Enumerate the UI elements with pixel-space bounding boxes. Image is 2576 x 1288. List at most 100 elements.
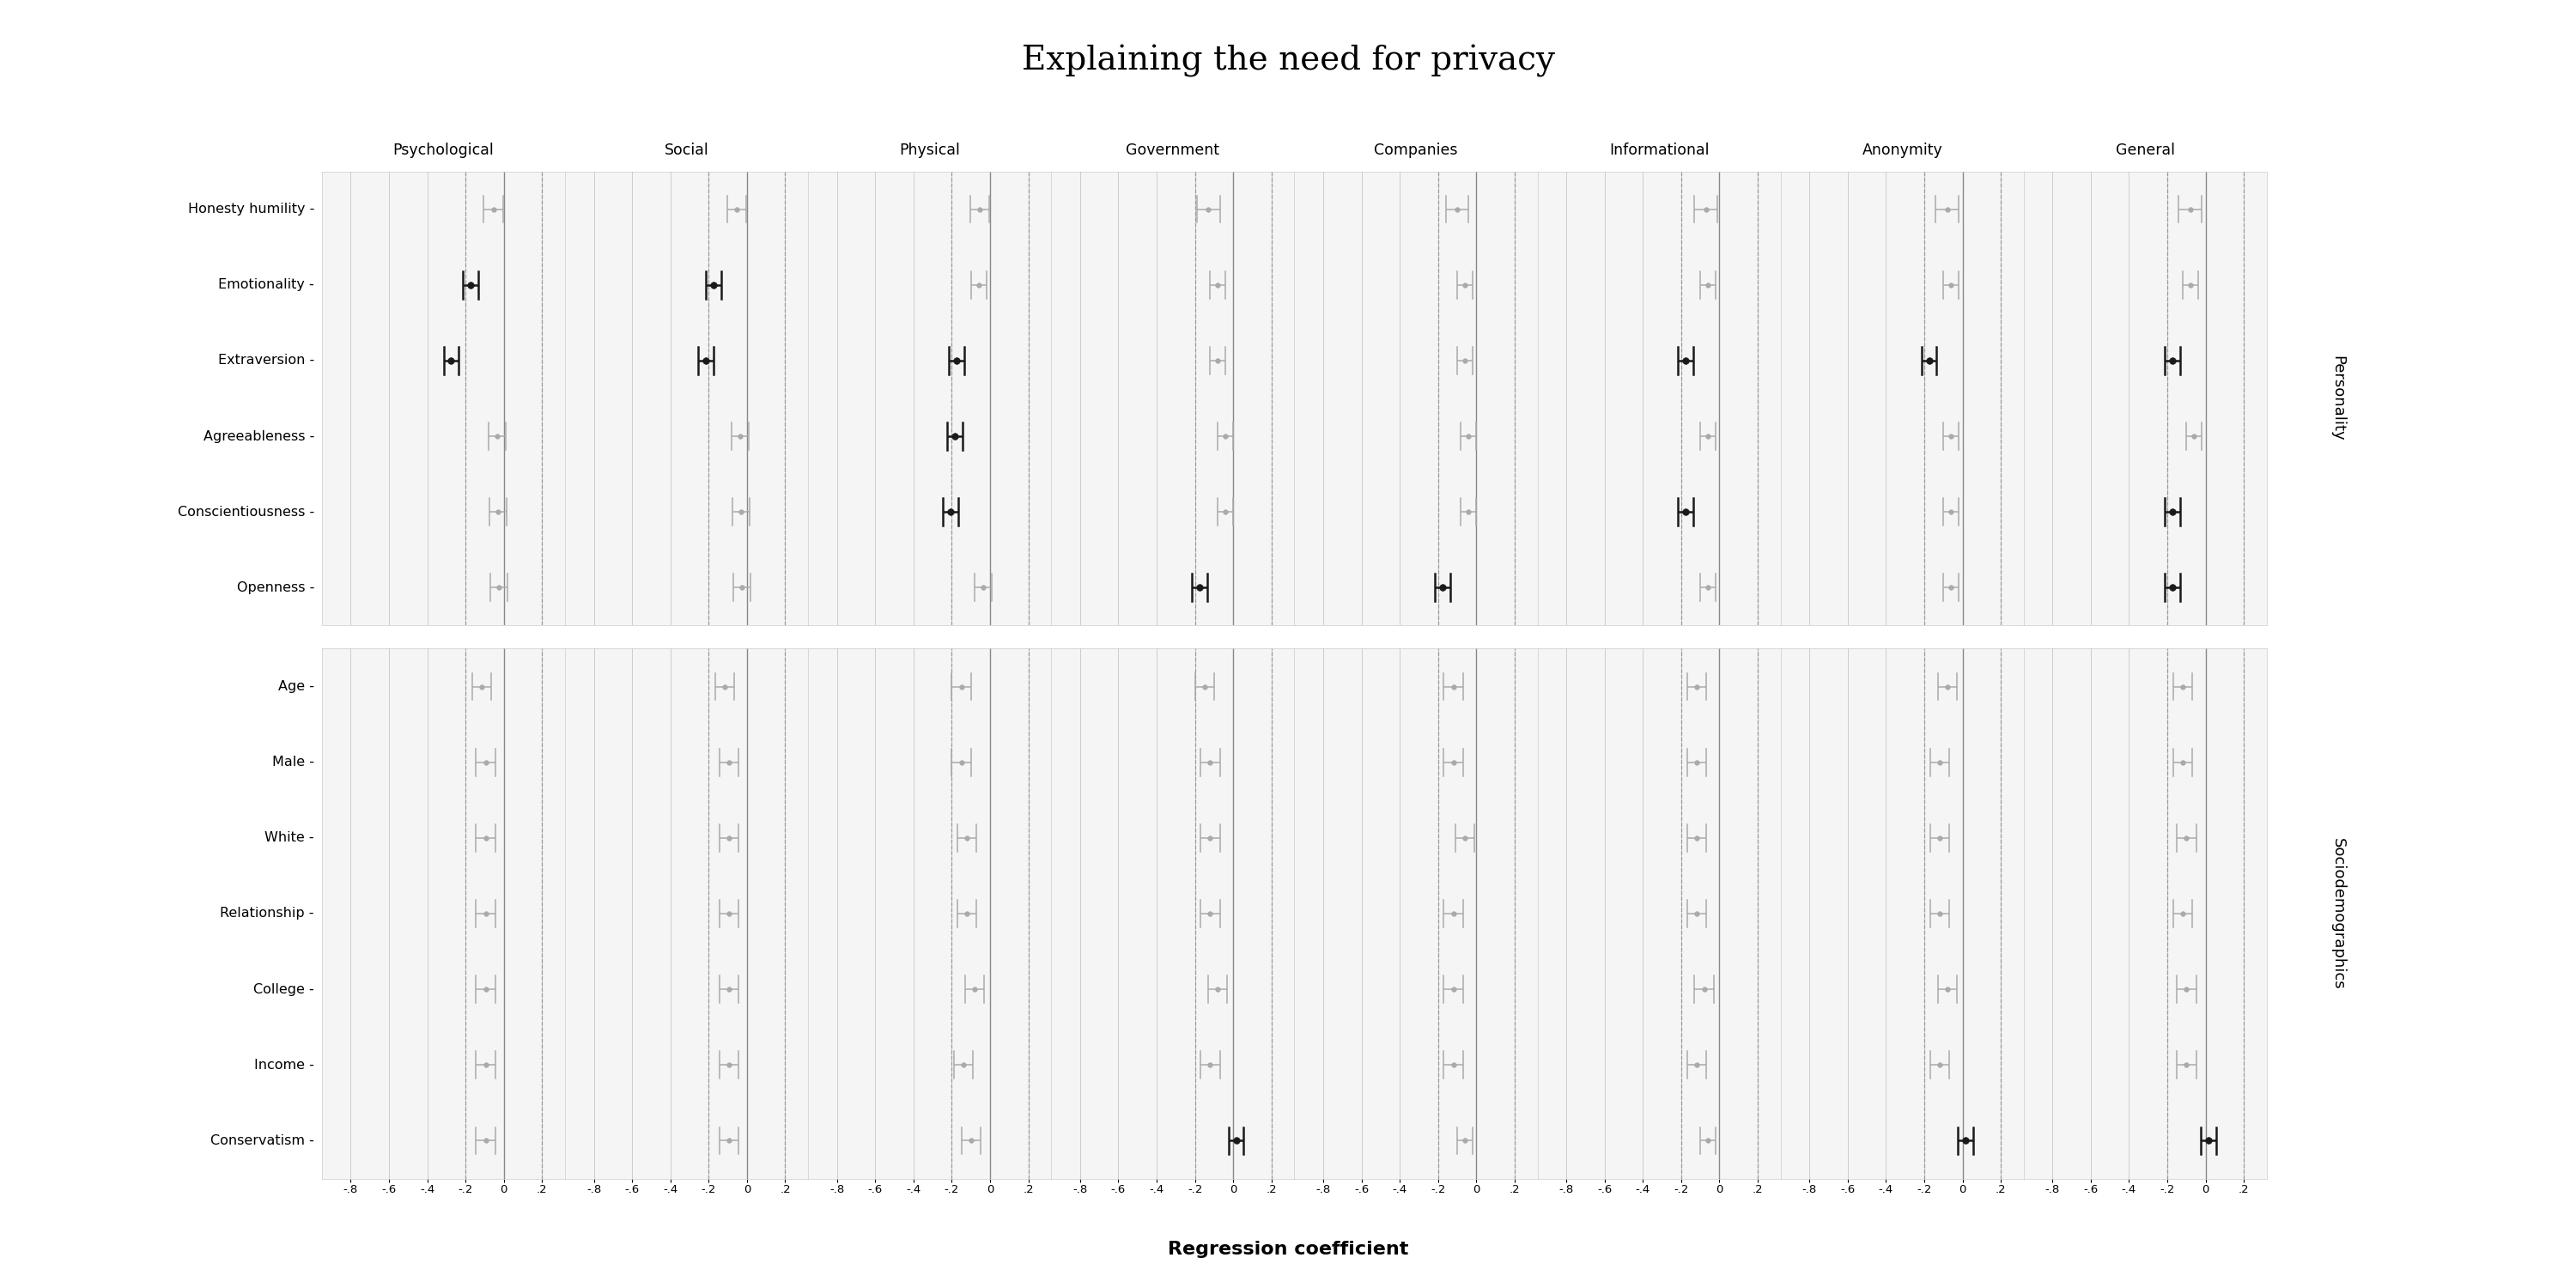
Bar (1051, 323, 1296, 398)
Bar (322, 1103, 564, 1179)
Bar (809, 800, 1051, 876)
Bar (1051, 1027, 1296, 1103)
Text: Agreeableness -: Agreeableness - (204, 430, 314, 443)
Text: Social: Social (665, 143, 708, 158)
Bar (1051, 474, 1296, 550)
Bar (1538, 171, 1780, 247)
Bar (322, 952, 564, 1027)
Bar (1780, 800, 2025, 876)
Bar (1780, 474, 2025, 550)
Bar (2025, 1027, 2267, 1103)
Bar (2025, 1103, 2267, 1179)
Bar (1293, 724, 1538, 800)
Bar (322, 649, 564, 724)
Bar (322, 474, 564, 550)
Bar (564, 649, 809, 724)
Bar (1780, 1103, 2025, 1179)
Bar (1051, 800, 1296, 876)
Text: College -: College - (252, 983, 314, 996)
Bar (809, 171, 1051, 247)
Text: Government: Government (1126, 143, 1218, 158)
Bar (1293, 398, 1538, 474)
Bar (1780, 171, 2025, 247)
Bar (1538, 398, 1780, 474)
Bar (1538, 952, 1780, 1027)
Bar (1051, 724, 1296, 800)
Text: Explaining the need for privacy: Explaining the need for privacy (1020, 45, 1553, 77)
Bar (1293, 171, 1538, 247)
Text: Male -: Male - (273, 756, 314, 769)
Text: White -: White - (265, 832, 314, 845)
Text: Age -: Age - (278, 680, 314, 693)
Bar (809, 247, 1051, 323)
Bar (1051, 649, 1296, 724)
Bar (1293, 550, 1538, 626)
Bar (1051, 1103, 1296, 1179)
Bar (1780, 1027, 2025, 1103)
Bar (2025, 952, 2267, 1027)
Text: Companies: Companies (1373, 143, 1458, 158)
Bar (809, 952, 1051, 1027)
Bar (1538, 323, 1780, 398)
Bar (1780, 247, 2025, 323)
Text: General: General (2115, 143, 2174, 158)
Bar (1293, 876, 1538, 952)
Bar (322, 398, 564, 474)
Bar (809, 323, 1051, 398)
Bar (1538, 724, 1780, 800)
Bar (2025, 550, 2267, 626)
Bar (1780, 398, 2025, 474)
Bar (1293, 247, 1538, 323)
Bar (564, 724, 809, 800)
Bar (322, 247, 564, 323)
Text: Personality: Personality (2329, 355, 2344, 442)
Text: Openness -: Openness - (237, 581, 314, 594)
Bar (564, 952, 809, 1027)
Bar (2025, 323, 2267, 398)
Text: Sociodemographics: Sociodemographics (2329, 837, 2344, 989)
Bar (2025, 724, 2267, 800)
Bar (2025, 876, 2267, 952)
Text: Physical: Physical (899, 143, 961, 158)
Bar (2025, 247, 2267, 323)
Bar (1538, 550, 1780, 626)
Bar (1051, 876, 1296, 952)
Bar (1051, 952, 1296, 1027)
Bar (1293, 952, 1538, 1027)
Bar (564, 247, 809, 323)
Bar (1051, 247, 1296, 323)
Bar (564, 1027, 809, 1103)
Bar (1780, 649, 2025, 724)
Bar (322, 876, 564, 952)
Bar (1293, 474, 1538, 550)
Bar (809, 550, 1051, 626)
Bar (1293, 1103, 1538, 1179)
Bar (2025, 800, 2267, 876)
Bar (564, 800, 809, 876)
Bar (1538, 247, 1780, 323)
Bar (564, 323, 809, 398)
Text: Regression coefficient: Regression coefficient (1167, 1240, 1409, 1258)
Bar (564, 474, 809, 550)
Bar (809, 876, 1051, 952)
Bar (564, 876, 809, 952)
Bar (322, 323, 564, 398)
Text: Honesty humility -: Honesty humility - (188, 202, 314, 215)
Bar (2025, 398, 2267, 474)
Bar (564, 398, 809, 474)
Text: Anonymity: Anonymity (1862, 143, 1942, 158)
Bar (1780, 323, 2025, 398)
Bar (1538, 876, 1780, 952)
Bar (1780, 952, 2025, 1027)
Text: Emotionality -: Emotionality - (219, 278, 314, 291)
Text: Conservatism -: Conservatism - (211, 1135, 314, 1148)
Bar (1293, 800, 1538, 876)
Bar (2025, 474, 2267, 550)
Bar (322, 1027, 564, 1103)
Bar (1051, 171, 1296, 247)
Bar (1538, 800, 1780, 876)
Bar (322, 724, 564, 800)
Bar (322, 171, 564, 247)
Bar (1780, 550, 2025, 626)
Bar (1780, 724, 2025, 800)
